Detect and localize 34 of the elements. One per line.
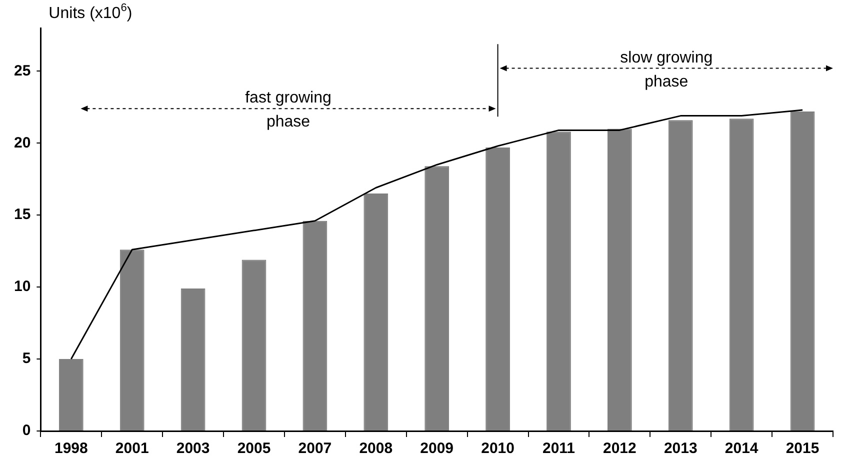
annotation: fast growing phase (245, 90, 332, 131)
x-tick-label: 2010 (481, 440, 514, 458)
y-tick-label: 20 (14, 134, 31, 152)
x-tick-label: 2009 (420, 440, 454, 458)
bar (546, 132, 571, 430)
y-tick-label: 10 (14, 278, 31, 296)
x-tick-label: 1998 (54, 440, 88, 458)
y-tick-label: 0 (22, 422, 31, 440)
x-tick-label: 2015 (786, 440, 820, 458)
bar (729, 118, 754, 430)
x-tick-label: 2012 (602, 440, 636, 458)
bar (424, 166, 450, 430)
bar (486, 147, 510, 430)
x-tick-label: 2003 (176, 440, 210, 458)
x-tick-label: 2007 (298, 440, 332, 458)
y-tick-label: 5 (22, 350, 31, 368)
x-tick-label: 2008 (359, 440, 393, 458)
y-tick-label: 25 (14, 62, 31, 80)
x-tick-label: 2005 (237, 440, 271, 458)
bar (790, 111, 815, 430)
bar (58, 359, 84, 430)
bar (120, 250, 144, 430)
bar (607, 128, 632, 430)
bar (364, 194, 388, 430)
y-tick-label: 15 (14, 206, 31, 224)
x-tick-label: 2011 (542, 440, 576, 458)
annotation: slow growing phase (620, 49, 713, 90)
bar (242, 260, 266, 430)
bar (180, 288, 206, 430)
x-tick-label: 2013 (664, 440, 698, 458)
bar (668, 120, 693, 430)
x-tick-label: 2001 (115, 440, 149, 458)
x-tick-label: 2014 (724, 440, 759, 458)
bar (302, 220, 328, 430)
